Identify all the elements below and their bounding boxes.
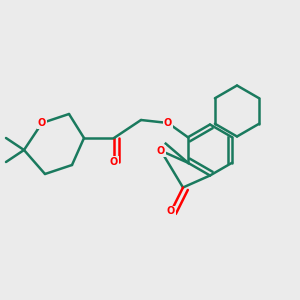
Text: O: O xyxy=(167,206,175,217)
Text: O: O xyxy=(164,118,172,128)
Text: O: O xyxy=(110,157,118,167)
Text: O: O xyxy=(38,118,46,128)
Text: O: O xyxy=(157,146,165,156)
